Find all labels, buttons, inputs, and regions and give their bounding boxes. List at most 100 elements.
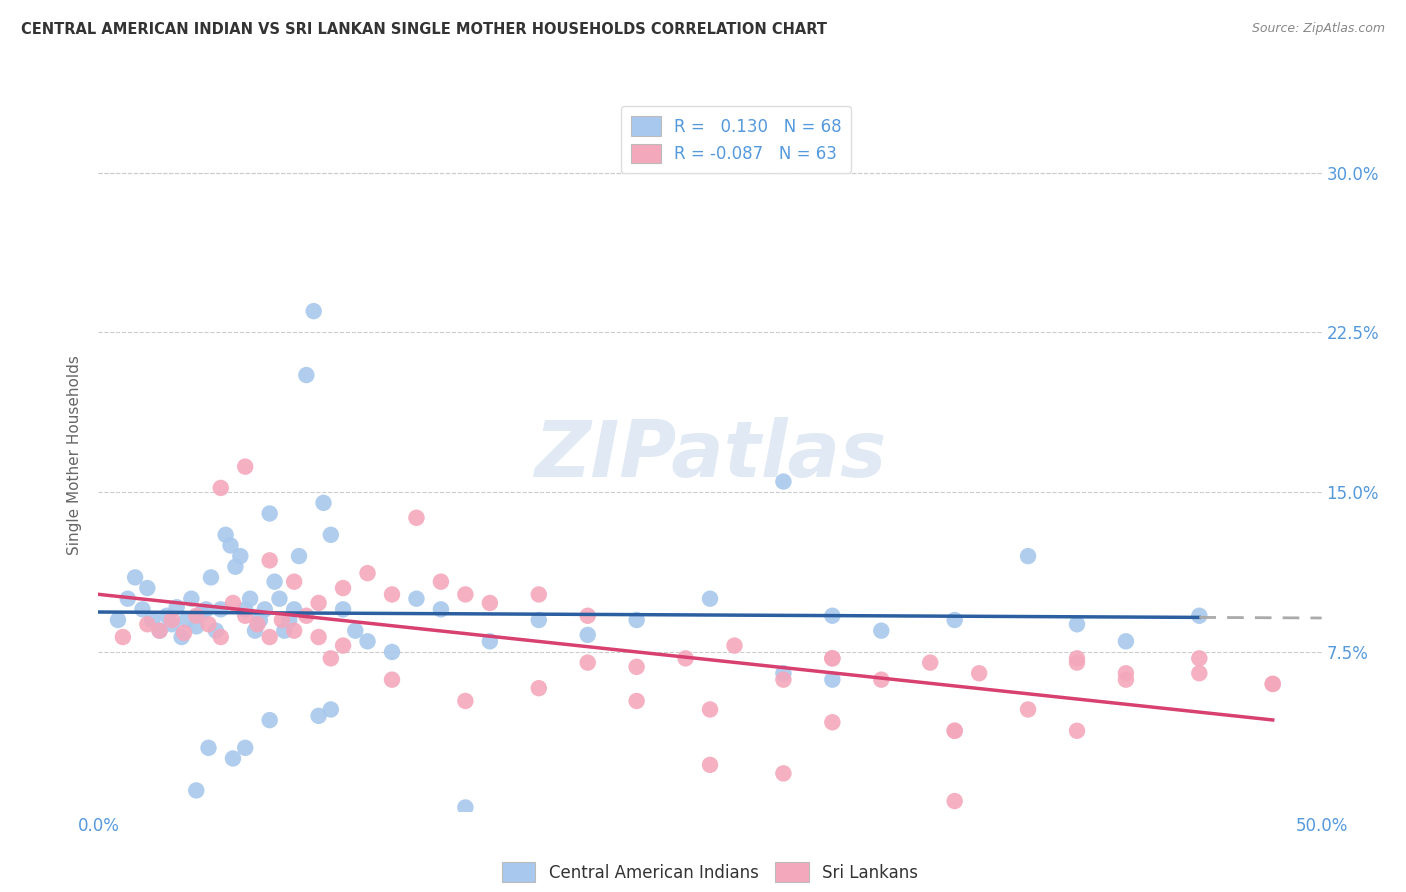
Point	[821, 651, 844, 665]
Point	[332, 602, 354, 616]
Point	[166, 600, 188, 615]
Point	[214, 528, 236, 542]
Y-axis label: Single Mother Households: Single Mother Households	[67, 355, 83, 555]
Point	[233, 608, 256, 623]
Point	[1188, 651, 1211, 665]
Point	[295, 368, 318, 382]
Point	[233, 459, 256, 474]
Point	[186, 783, 208, 797]
Point	[141, 613, 163, 627]
Point	[200, 570, 222, 584]
Text: Source: ZipAtlas.com: Source: ZipAtlas.com	[1251, 22, 1385, 36]
Point	[576, 656, 599, 670]
Point	[821, 608, 844, 623]
Point	[197, 740, 219, 755]
Point	[222, 751, 245, 765]
Point	[243, 624, 266, 638]
Point	[772, 666, 794, 681]
Point	[229, 549, 252, 563]
Point	[136, 617, 159, 632]
Point	[430, 602, 453, 616]
Point	[1188, 666, 1211, 681]
Point	[1066, 617, 1088, 632]
Point	[699, 591, 721, 606]
Point	[209, 602, 232, 616]
Point	[1066, 723, 1088, 738]
Point	[224, 559, 246, 574]
Point	[920, 656, 942, 670]
Point	[259, 713, 281, 727]
Point	[107, 613, 129, 627]
Point	[527, 587, 550, 601]
Point	[478, 634, 501, 648]
Point	[190, 607, 212, 621]
Point	[302, 304, 325, 318]
Point	[405, 510, 427, 524]
Point	[772, 766, 794, 780]
Point	[576, 628, 599, 642]
Point	[381, 673, 404, 687]
Point	[319, 702, 342, 716]
Point	[454, 800, 477, 814]
Point	[117, 591, 139, 606]
Point	[259, 553, 281, 567]
Point	[454, 694, 477, 708]
Point	[381, 587, 404, 601]
Point	[186, 608, 208, 623]
Point	[259, 507, 281, 521]
Point	[1017, 549, 1039, 563]
Point	[186, 619, 208, 633]
Point	[943, 613, 966, 627]
Point	[527, 613, 550, 627]
Point	[626, 694, 648, 708]
Point	[943, 794, 966, 808]
Point	[626, 613, 648, 627]
Point	[943, 723, 966, 738]
Point	[239, 591, 262, 606]
Point	[356, 566, 378, 581]
Point	[131, 602, 153, 616]
Point	[195, 602, 218, 616]
Point	[527, 681, 550, 695]
Point	[967, 666, 990, 681]
Point	[173, 625, 195, 640]
Point	[478, 596, 501, 610]
Point	[270, 613, 294, 627]
Point	[278, 613, 301, 627]
Point	[269, 591, 291, 606]
Point	[308, 596, 330, 610]
Point	[821, 651, 844, 665]
Point	[1115, 666, 1137, 681]
Point	[381, 645, 404, 659]
Point	[259, 630, 281, 644]
Point	[233, 740, 256, 755]
Point	[209, 630, 232, 644]
Point	[1261, 677, 1284, 691]
Point	[263, 574, 285, 589]
Point	[576, 608, 599, 623]
Point	[344, 624, 367, 638]
Point	[253, 602, 276, 616]
Point	[454, 587, 477, 601]
Point	[283, 574, 305, 589]
Point	[283, 602, 305, 616]
Point	[233, 602, 256, 616]
Point	[176, 613, 198, 627]
Point	[209, 481, 232, 495]
Point	[675, 651, 697, 665]
Text: CENTRAL AMERICAN INDIAN VS SRI LANKAN SINGLE MOTHER HOUSEHOLDS CORRELATION CHART: CENTRAL AMERICAN INDIAN VS SRI LANKAN SI…	[21, 22, 827, 37]
Point	[308, 709, 330, 723]
Point	[1261, 677, 1284, 691]
Point	[1188, 608, 1211, 623]
Point	[699, 757, 721, 772]
Point	[136, 581, 159, 595]
Point	[246, 617, 269, 632]
Point	[699, 702, 721, 716]
Point	[319, 528, 342, 542]
Point	[312, 496, 335, 510]
Point	[332, 581, 354, 595]
Point	[288, 549, 311, 563]
Point	[1066, 651, 1088, 665]
Point	[249, 613, 271, 627]
Point	[205, 624, 228, 638]
